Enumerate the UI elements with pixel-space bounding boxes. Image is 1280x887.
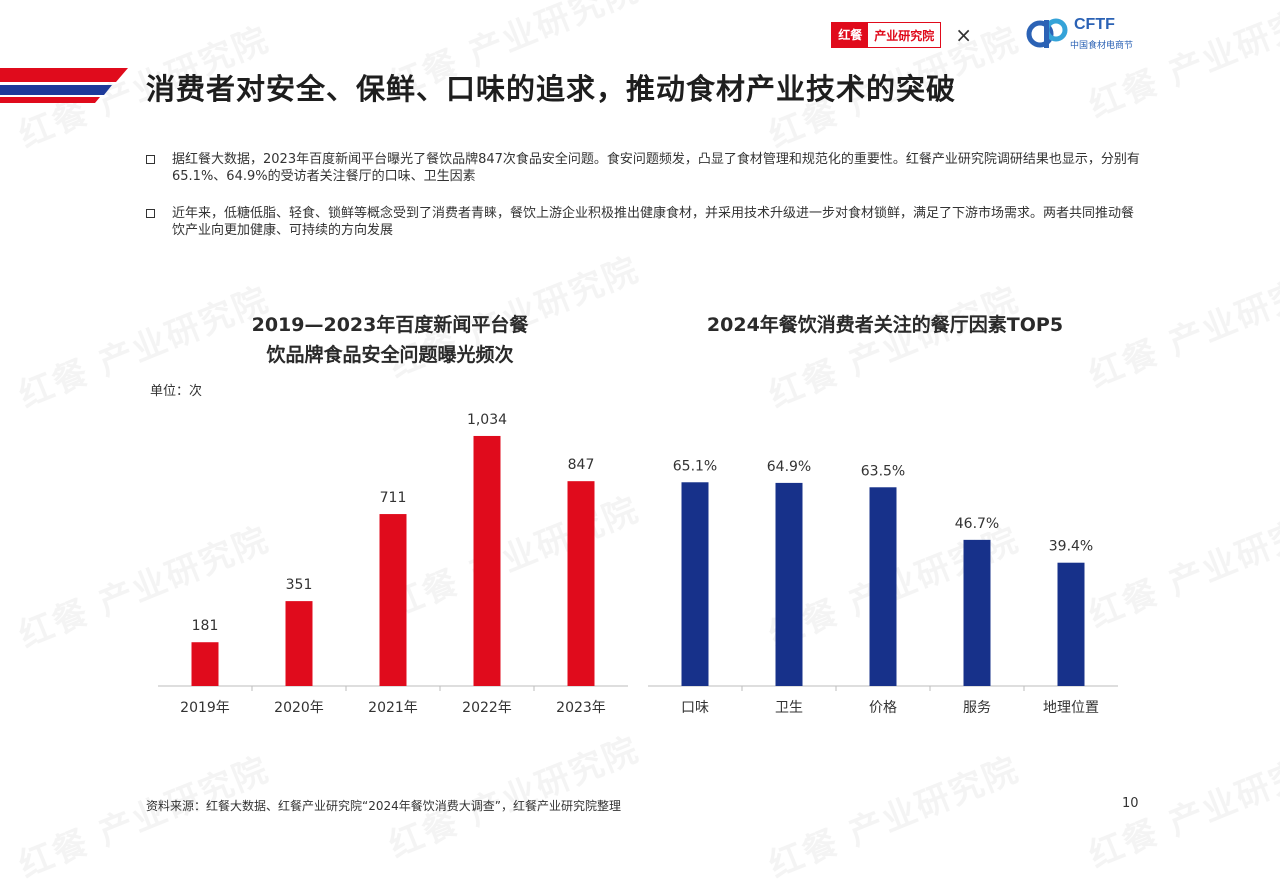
chart2-svg: 65.1% 口味 64.9% 卫生 63.5% 价格 46.7% 服务 39.4% 地理位置 bbox=[648, 458, 1118, 716]
chart1-bar bbox=[379, 514, 407, 686]
chart2-category-label: 卫生 bbox=[775, 700, 803, 716]
chart1-bar bbox=[191, 642, 219, 686]
hongcan-logo-name: 产业研究院 bbox=[868, 23, 941, 47]
chart1-svg: 181 2019年 351 2020年 711 2021年 1,034 2022年 847 202… bbox=[158, 412, 628, 716]
chart1-title-line2: 饮品牌食品安全问题曝光频次 bbox=[266, 344, 514, 366]
chart1-category-label: 2023年 bbox=[556, 700, 606, 716]
watermark-text: 红餐 产业研究院 bbox=[1081, 732, 1280, 877]
chart2-category-label: 服务 bbox=[963, 700, 991, 716]
chart1-bar bbox=[285, 601, 313, 686]
chart2-data-label: 46.7% bbox=[955, 516, 999, 532]
header-logos: 红餐 产业研究院 × bbox=[831, 22, 972, 48]
title-accent-stripes bbox=[0, 68, 128, 103]
chart2-data-label: 64.9% bbox=[767, 459, 811, 475]
chart2-bar bbox=[775, 482, 803, 686]
chart1-title: 2019—2023年百度新闻平台餐 饮品牌食品安全问题曝光频次 bbox=[190, 310, 590, 370]
chart2-data-label: 39.4% bbox=[1049, 539, 1093, 555]
hongcan-logo: 红餐 产业研究院 bbox=[831, 22, 942, 48]
chart1-bar bbox=[473, 435, 501, 686]
logo-separator: × bbox=[955, 23, 972, 47]
bullet-square-icon bbox=[146, 209, 155, 218]
chart2-bar bbox=[963, 539, 991, 686]
cftf-logo: CFTF 中国食材电商节 bbox=[1026, 14, 1146, 54]
chart1-title-line1: 2019—2023年百度新闻平台餐 bbox=[251, 314, 529, 336]
chart2-category-label: 口味 bbox=[681, 700, 709, 716]
chart1-data-label: 847 bbox=[568, 457, 595, 473]
chart1-data-label: 1,034 bbox=[467, 412, 507, 428]
chart2-category-label: 地理位置 bbox=[1043, 700, 1099, 716]
chart1-unit-label: 单位：次 bbox=[150, 384, 203, 399]
page-number: 10 bbox=[1122, 796, 1139, 811]
chart1-data-label: 711 bbox=[380, 490, 407, 506]
cftf-logo-text: CFTF bbox=[1074, 16, 1115, 33]
cftf-logo-icon bbox=[1026, 18, 1068, 48]
watermark-text: 红餐 产业研究院 bbox=[761, 742, 1026, 887]
page-title: 消费者对安全、保鲜、口味的追求，推动食材产业技术的突破 bbox=[146, 72, 957, 106]
chart1-data-label: 351 bbox=[286, 577, 313, 593]
chart1-category-label: 2022年 bbox=[462, 700, 512, 716]
chart2-bar bbox=[1057, 562, 1085, 686]
bullet-item-2: 近年来，低糖低脂、轻食、锁鲜等概念受到了消费者青睐，餐饮上游企业积极推出健康食材… bbox=[146, 205, 1146, 239]
bullet-text-1: 据红餐大数据，2023年百度新闻平台曝光了餐饮品牌847次食品安全问题。食安问题… bbox=[172, 152, 1140, 184]
hongcan-logo-mark: 红餐 bbox=[832, 23, 869, 47]
bullet-square-icon bbox=[146, 155, 155, 164]
watermark-text: 红餐 产业研究院 bbox=[761, 272, 1026, 417]
chart2-category-label: 价格 bbox=[869, 700, 897, 716]
chart1-category-label: 2019年 bbox=[180, 700, 230, 716]
chart1-category-label: 2021年 bbox=[368, 700, 418, 716]
chart2-bar bbox=[681, 482, 709, 686]
chart1-category-label: 2020年 bbox=[274, 700, 324, 716]
chart1-bar bbox=[567, 481, 595, 686]
bullet-item-1: 据红餐大数据，2023年百度新闻平台曝光了餐饮品牌847次食品安全问题。食安问题… bbox=[146, 151, 1146, 185]
chart1-data-label: 181 bbox=[192, 618, 219, 634]
cftf-logo-subtext: 中国食材电商节 bbox=[1070, 41, 1134, 51]
chart2-data-label: 65.1% bbox=[673, 458, 717, 474]
chart2-data-label: 63.5% bbox=[861, 463, 905, 479]
watermark-text: 红餐 产业研究院 bbox=[381, 722, 646, 867]
chart2-title: 2024年餐饮消费者关注的餐厅因素TOP5 bbox=[706, 314, 1064, 336]
watermark-text: 红餐 产业研究院 bbox=[11, 742, 276, 887]
chart2-bar bbox=[869, 487, 897, 686]
source-note: 资料来源：红餐大数据、红餐产业研究院“2024年餐饮消费大调查”，红餐产业研究院… bbox=[146, 799, 621, 813]
bullet-text-2: 近年来，低糖低脂、轻食、锁鲜等概念受到了消费者青睐，餐饮上游企业积极推出健康食材… bbox=[172, 206, 1135, 238]
